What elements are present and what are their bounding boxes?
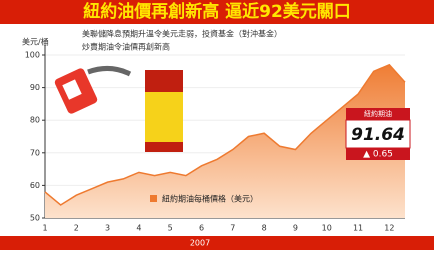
- x-tick-label: 11: [353, 224, 363, 233]
- year-label: 2007: [190, 239, 210, 248]
- x-tick-label: 6: [199, 224, 204, 233]
- y-tick-label: 70: [30, 148, 40, 157]
- chart: 紐約油價再創新高 逼近92美元關口 美聯儲降息預期升溫令美元走弱，投資基金（對沖…: [0, 0, 434, 264]
- pump-illustration: [53, 67, 183, 152]
- price-change: ▲ 0.65: [363, 150, 393, 160]
- x-tick-label: 2: [74, 224, 79, 233]
- subtitle: 美聯儲降息預期升溫令美元走弱，投資基金（對沖基金）: [82, 29, 282, 39]
- x-tick-label: 4: [136, 224, 141, 233]
- x-tick-label: 8: [262, 224, 267, 233]
- chart-title: 紐約油價再創新高 逼近92美元關口: [83, 1, 351, 22]
- latest-price: 91.64: [351, 125, 405, 145]
- price-box: 紐約期油 91.64 ▲ 0.65: [346, 108, 410, 160]
- y-tick-label: 60: [30, 181, 40, 190]
- x-tick-label: 3: [105, 224, 110, 233]
- y-tick-label: 100: [25, 51, 40, 60]
- x-tick-label: 7: [230, 224, 235, 233]
- x-tick-label: 12: [384, 224, 394, 233]
- price-box-label: 紐約期油: [364, 109, 392, 118]
- x-tick-label: 5: [168, 224, 173, 233]
- y-tick-label: 80: [30, 116, 40, 125]
- x-tick-label: 1: [42, 224, 47, 233]
- x-tick-label: 10: [322, 224, 332, 233]
- subtitle: 炒賣期油令油價再創新高: [82, 42, 170, 52]
- legend-label: 紐約期油每桶價格（美元）: [162, 194, 258, 204]
- y-tick-label: 50: [30, 214, 40, 223]
- legend-swatch: [150, 195, 157, 202]
- y-tick-label: 90: [30, 83, 40, 92]
- page: {"chart_data": { "type": "area", "title"…: [0, 0, 434, 264]
- x-tick-label: 9: [293, 224, 298, 233]
- year-bar: [0, 236, 434, 250]
